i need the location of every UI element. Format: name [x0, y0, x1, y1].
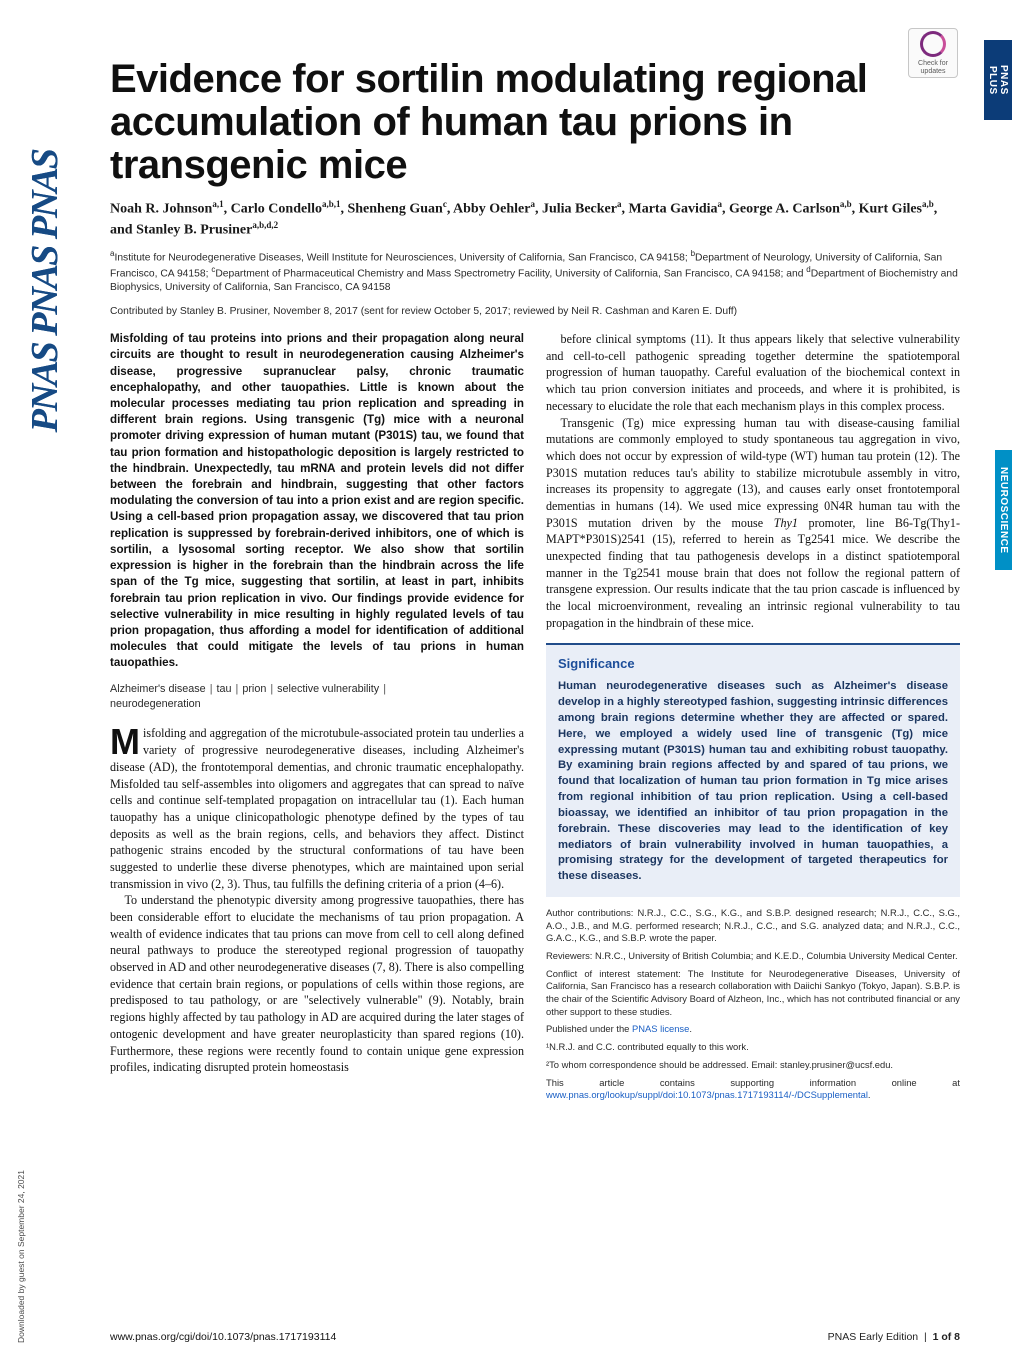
pnas-license-link[interactable]: PNAS license: [632, 1023, 689, 1034]
supporting-info: This article contains supporting informa…: [546, 1077, 960, 1102]
license-line: Published under the PNAS license.: [546, 1023, 960, 1036]
page-footer: www.pnas.org/cgi/doi/10.1073/pnas.171719…: [110, 1331, 960, 1343]
check-updates-line2: updates: [921, 68, 946, 75]
keyword: selective vulnerability: [277, 683, 379, 695]
keyword: Alzheimer's disease: [110, 683, 206, 695]
contributed-line: Contributed by Stanley B. Prusiner, Nove…: [110, 305, 960, 319]
abstract: Misfolding of tau proteins into prions a…: [110, 331, 524, 672]
body-paragraph: To understand the phenotypic diversity a…: [110, 892, 524, 1076]
correspondence: ²To whom correspondence should be addres…: [546, 1059, 960, 1072]
significance-heading: Significance: [558, 655, 948, 673]
crossmark-icon: [920, 31, 946, 57]
keyword: prion: [242, 683, 266, 695]
download-note: Downloaded by guest on September 24, 202…: [16, 1170, 26, 1343]
keywords: Alzheimer's disease|tau|prion|selective …: [110, 682, 524, 712]
keyword: tau: [217, 683, 232, 695]
body-paragraph: before clinical symptoms (11). It thus a…: [546, 331, 960, 414]
footer-page-info: PNAS Early Edition | 1 of 8: [828, 1331, 960, 1343]
author-contributions: Author contributions: N.R.J., C.C., S.G.…: [546, 907, 960, 945]
pnas-journal-mark: PNAS PNAS PNAS: [10, 150, 80, 432]
article-title: Evidence for sortilin modulating regiona…: [110, 58, 960, 188]
check-for-updates-badge[interactable]: Check for updates: [908, 28, 958, 78]
check-updates-line1: Check for: [918, 60, 948, 67]
equal-contribution: ¹N.R.J. and C.C. contributed equally to …: [546, 1041, 960, 1054]
supporting-info-link[interactable]: www.pnas.org/lookup/suppl/doi:10.1073/pn…: [546, 1089, 868, 1100]
section-tab-pnas-plus: PNAS PLUS: [984, 40, 1012, 120]
section-tab-neuroscience: NEUROSCIENCE: [995, 450, 1012, 570]
footnotes: Author contributions: N.R.J., C.C., S.G.…: [546, 907, 960, 1102]
affiliations: aInstitute for Neurodegenerative Disease…: [110, 249, 960, 296]
significance-text: Human neurodegenerative diseases such as…: [558, 679, 948, 885]
body-paragraph: Transgenic (Tg) mice expressing human ta…: [546, 415, 960, 632]
pnas-logo-text: PNAS PNAS PNAS: [29, 150, 61, 432]
author-list: Noah R. Johnsona,1, Carlo Condelloa,b,1,…: [110, 198, 960, 241]
footer-doi: www.pnas.org/cgi/doi/10.1073/pnas.171719…: [110, 1331, 336, 1343]
conflict-of-interest: Conflict of interest statement: The Inst…: [546, 968, 960, 1019]
significance-box: Significance Human neurodegenerative dis…: [546, 643, 960, 897]
body-paragraph: Misfolding and aggregation of the microt…: [110, 725, 524, 892]
reviewers: Reviewers: N.R.C., University of British…: [546, 950, 960, 963]
dropcap: M: [110, 725, 143, 758]
keyword: neurodegeneration: [110, 698, 201, 710]
